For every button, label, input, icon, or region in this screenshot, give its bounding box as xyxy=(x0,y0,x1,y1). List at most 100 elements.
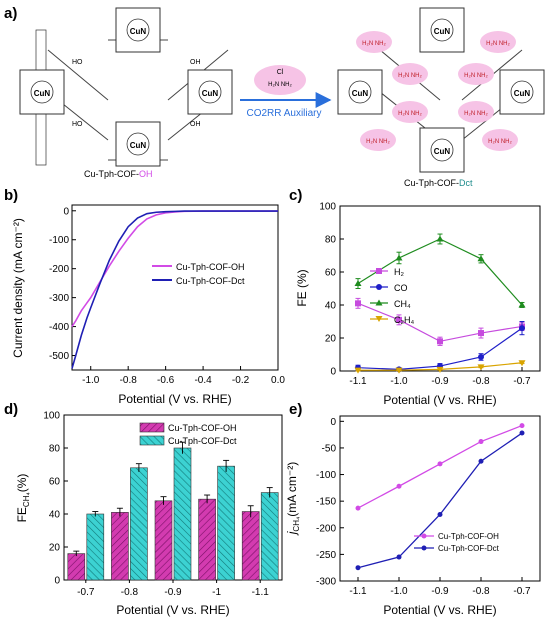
x-tick-label: -0.8 xyxy=(120,375,138,386)
y-tick-label: -500 xyxy=(49,351,69,362)
legend-swatch-oh xyxy=(139,422,165,433)
legend-label-dct: Cu-Tph-COF-Dct xyxy=(168,436,237,446)
x-tick-label: -1.0 xyxy=(82,375,100,386)
y-tick-label: 40 xyxy=(325,301,337,312)
panel-d-ylabel: FECH₄(%) xyxy=(15,474,31,523)
x-tick-label: 0.0 xyxy=(271,375,285,386)
reaction-arrow-group: Cl H₂N NH₂ CO2RR Auxiliary xyxy=(240,65,332,119)
porphyrin-dct-top: CuN xyxy=(419,7,465,53)
legend-label-c2h4: C₂H₄ xyxy=(394,315,414,325)
y-tick-label: -100 xyxy=(49,235,69,246)
point-oh xyxy=(355,505,361,511)
x-tick-label: -0.7 xyxy=(513,586,531,597)
y-tick-label: 20 xyxy=(49,543,61,554)
series-line-ch4 xyxy=(357,238,523,306)
y-tick-label: 100 xyxy=(319,202,336,213)
y-tick-label: 0 xyxy=(330,417,336,428)
legend-marker-dct xyxy=(421,545,427,551)
x-tick-label: -0.8 xyxy=(472,376,490,387)
point-c2h4 xyxy=(354,367,362,374)
panel-b-xlabel: Potential (V vs. RHE) xyxy=(118,392,231,406)
series-line-dct xyxy=(71,210,278,369)
panel-e-xlabel: Potential (V vs. RHE) xyxy=(383,603,496,617)
point-oh xyxy=(519,423,525,429)
hydroxyl-label: OH xyxy=(190,59,201,66)
point-ch4 xyxy=(354,280,362,287)
point-ch4 xyxy=(436,235,444,242)
bar-dct xyxy=(260,492,279,581)
y-tick-label: -250 xyxy=(316,550,336,561)
panel-a-schematic: a) CuN CuN CuN xyxy=(4,5,545,188)
legend-label-oh: Cu-Tph-COF-OH xyxy=(176,262,245,272)
y-tick-label: 0 xyxy=(330,367,336,378)
point-dct xyxy=(478,458,484,464)
bar-oh xyxy=(67,553,86,581)
arrow-label: CO2RR Auxiliary xyxy=(246,108,321,119)
porphyrin-top-left: CuN xyxy=(115,7,161,53)
tetrazine-label: H₂N NH₂ xyxy=(398,111,422,117)
y-tick-label: -50 xyxy=(322,443,337,454)
y-tick-label: 60 xyxy=(325,268,337,279)
porphyrin-center-label: CuN xyxy=(130,141,147,150)
legend-marker-ch4 xyxy=(375,299,383,306)
panel-c-xlabel: Potential (V vs. RHE) xyxy=(383,393,496,407)
tetrazine-label: H₂N NH₂ xyxy=(362,41,386,47)
point-c2h4 xyxy=(395,367,403,374)
point-h2 xyxy=(396,316,402,323)
legend-marker-c2h4 xyxy=(375,316,383,322)
legend-label-h2: H₂ xyxy=(394,267,404,277)
porphyrin-center-label: CuN xyxy=(202,89,219,98)
panel-c-legend: H₂ CO CH₄ C₂H₄ xyxy=(370,267,414,325)
panel-e-legend: Cu-Tph-COF-OH Cu-Tph-COF-Dct xyxy=(414,532,500,553)
legend-label-oh: Cu-Tph-COF-OH xyxy=(438,532,499,541)
bar-dct xyxy=(130,467,148,581)
hydroxyl-label: HO xyxy=(72,121,83,128)
y-tick-label: -200 xyxy=(316,523,336,534)
y-tick-label: -100 xyxy=(316,470,336,481)
panel-e-label: e) xyxy=(289,401,302,418)
tetrazine-label: H₂N NH₂ xyxy=(486,41,510,47)
panel-b-frame xyxy=(71,204,279,371)
porphyrin-center-label: CuN xyxy=(514,89,531,98)
x-tick-label: -0.8 xyxy=(121,587,139,598)
porphyrin-dct-left: CuN xyxy=(337,69,383,115)
porphyrin-center-label: CuN xyxy=(434,147,451,156)
bar-dct xyxy=(217,465,235,581)
x-tick-label: -0.6 xyxy=(157,375,175,386)
x-tick-label: -0.9 xyxy=(431,586,449,597)
panel-b-series xyxy=(71,210,278,369)
porphyrin-center-label: CuN xyxy=(434,27,451,36)
panel-c-label: c) xyxy=(289,187,302,204)
point-co xyxy=(519,325,525,332)
point-h2 xyxy=(437,338,443,345)
point-dct xyxy=(519,430,525,436)
panel-e-series xyxy=(355,423,525,571)
porphyrin-center-label: CuN xyxy=(130,27,147,36)
y-tick-label: 40 xyxy=(49,510,61,521)
series-line-oh xyxy=(357,424,523,509)
y-tick-label: -300 xyxy=(316,577,336,588)
panel-d-xlabel: Potential (V vs. RHE) xyxy=(116,603,229,617)
y-tick-label: -300 xyxy=(49,293,69,304)
bar-dct xyxy=(86,513,105,581)
x-tick-label: -1.1 xyxy=(349,586,367,597)
series-line-h2 xyxy=(357,302,523,342)
bar-oh xyxy=(111,512,129,581)
tetrazine-label: H₂N NH₂ xyxy=(464,73,488,79)
x-tick-label: -0.7 xyxy=(513,376,531,387)
porphyrin-center-label: CuN xyxy=(34,89,51,98)
point-ch4 xyxy=(518,301,526,308)
cof-oh-label: Cu-Tph-COF-OH xyxy=(84,169,153,179)
y-tick-label: -150 xyxy=(316,497,336,508)
point-h2 xyxy=(355,300,361,307)
x-tick-label: -1 xyxy=(212,587,221,598)
porphyrin-right: CuN xyxy=(187,69,233,115)
point-c2h4 xyxy=(477,364,485,371)
legend-label-dct: Cu-Tph-COF-Dct xyxy=(176,276,245,286)
panel-b-legend: Cu-Tph-COF-OH Cu-Tph-COF-Dct xyxy=(152,262,245,286)
x-tick-label: -0.9 xyxy=(164,587,182,598)
point-oh xyxy=(478,439,484,445)
tetrazine-label: H₂N NH₂ xyxy=(398,73,422,79)
panel-e-ticks: -1.1 -1.0 -0.9 -0.8 -0.7 0 -50 -100 -150 -200 -250… xyxy=(316,417,531,597)
